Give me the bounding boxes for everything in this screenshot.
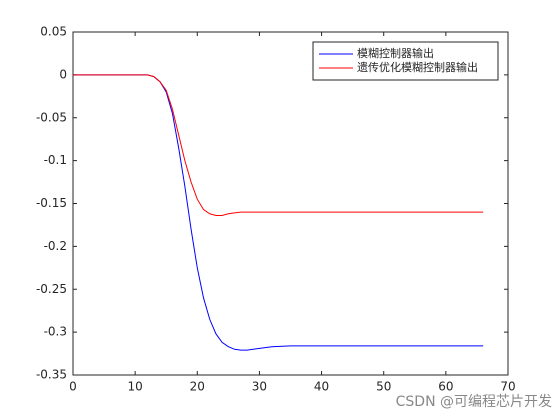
- y-tick-label: -0.3: [44, 325, 67, 339]
- y-tick-label: -0.35: [36, 368, 67, 382]
- x-tick-label: 20: [190, 380, 205, 394]
- x-tick-label: 40: [314, 380, 329, 394]
- x-tick-label: 10: [128, 380, 143, 394]
- watermark: CSDN @可编程芯片开发: [396, 394, 552, 410]
- y-tick-label: 0: [59, 67, 67, 81]
- legend-label: 模糊控制器输出: [357, 46, 434, 60]
- legend-label: 遗传优化模糊控制器输出: [357, 60, 478, 74]
- y-tick-label: -0.15: [36, 196, 67, 210]
- x-tick-label: 30: [252, 380, 267, 394]
- y-tick-label: -0.05: [36, 110, 67, 124]
- y-tick-label: -0.25: [36, 282, 67, 296]
- x-tick-label: 60: [438, 380, 453, 394]
- y-tick-label: -0.2: [44, 239, 67, 253]
- legend-box: [312, 41, 499, 81]
- x-tick-label: 50: [376, 380, 391, 394]
- y-tick-label: 0.05: [40, 25, 67, 39]
- x-tick-label: 0: [69, 380, 77, 394]
- y-tick-label: -0.1: [44, 153, 67, 167]
- x-tick-label: 70: [500, 380, 515, 394]
- line: [73, 74, 484, 217]
